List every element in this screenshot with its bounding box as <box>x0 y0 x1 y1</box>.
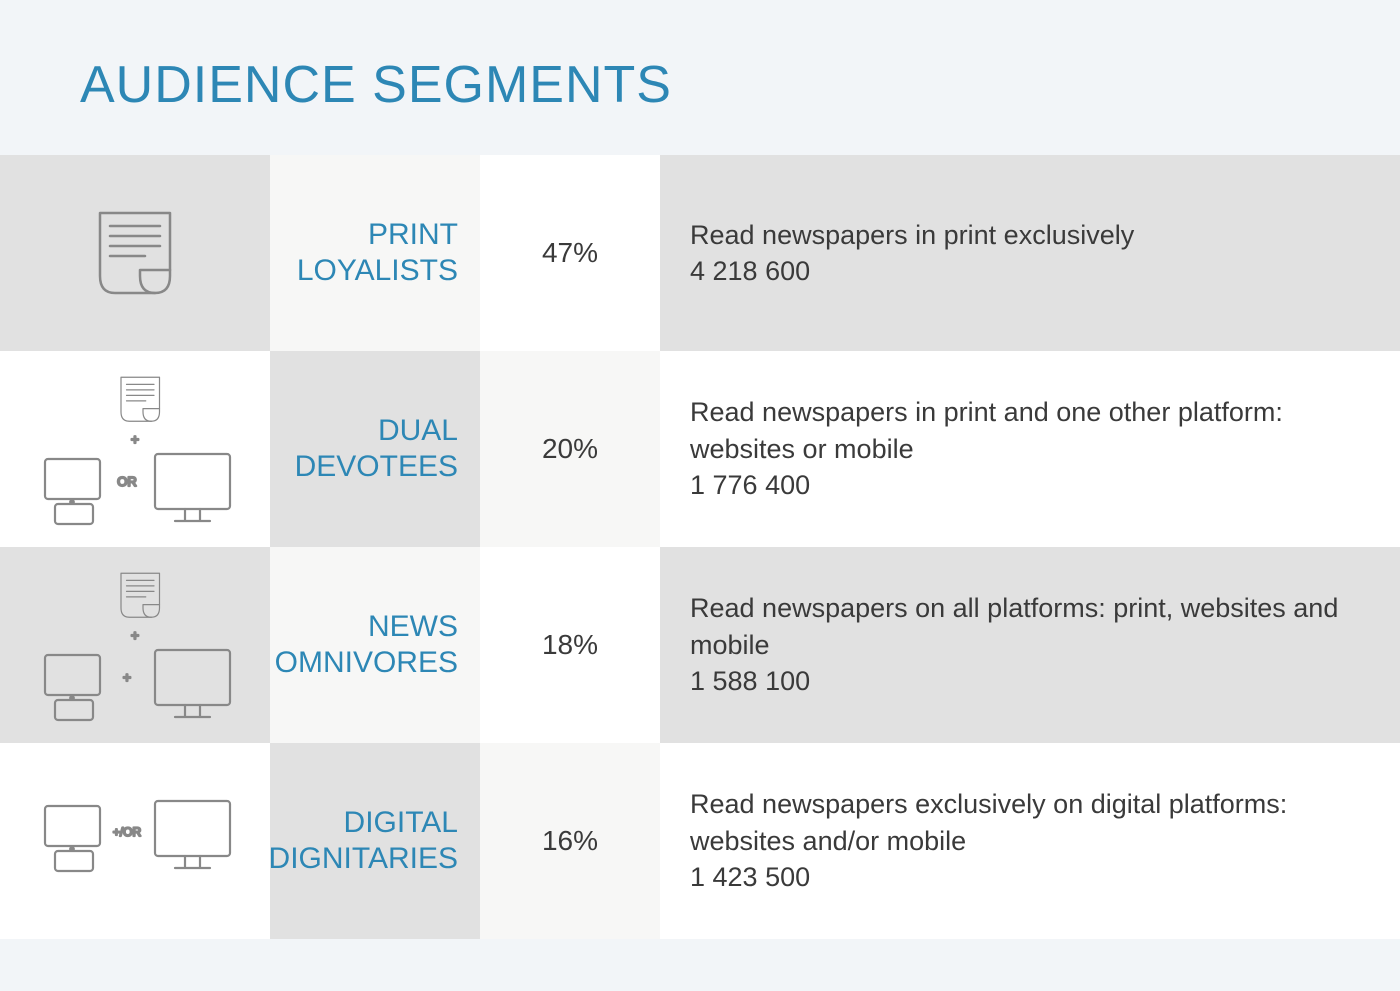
svg-text:+: + <box>123 669 131 685</box>
segment-label-cell: PRINT LOYALISTS <box>270 155 480 351</box>
segment-icon-cell: + + <box>0 547 270 743</box>
newspaper-icon <box>80 198 190 308</box>
segment-desc-cell: Read newspapers in print and one other p… <box>660 351 1400 547</box>
segment-label-cell: DIGITAL DIGNITARIES <box>270 743 480 939</box>
segment-desc-cell: Read newspapers exclusively on digital p… <box>660 743 1400 939</box>
segment-desc-cell: Read newspapers on all platforms: print,… <box>660 547 1400 743</box>
segment-percent-cell: 16% <box>480 743 660 939</box>
svg-text:+/OR: +/OR <box>113 825 142 839</box>
segment-icon-cell: + OR <box>0 351 270 547</box>
segment-label-cell: DUAL DEVOTEES <box>270 351 480 547</box>
segment-description: Read newspapers in print and one other p… <box>690 394 1370 467</box>
devices-icon: +/OR <box>25 781 245 901</box>
segment-label: DIGITAL DIGNITARIES <box>269 805 458 877</box>
page-title: AUDIENCE SEGMENTS <box>0 0 1400 155</box>
segment-percent: 20% <box>542 433 598 465</box>
segment-description: Read newspapers on all platforms: print,… <box>690 590 1370 663</box>
segments-table: PRINT LOYALISTS 47% Read newspapers in p… <box>0 155 1400 939</box>
segment-percent: 18% <box>542 629 598 661</box>
segment-label: DUAL DEVOTEES <box>295 413 458 485</box>
segment-icon-cell <box>0 155 270 351</box>
segment-row: PRINT LOYALISTS 47% Read newspapers in p… <box>0 155 1400 351</box>
segment-row: + OR DUAL DEVOTEES 20% Read <box>0 351 1400 547</box>
segment-row: + + NEWS OMNIVORES 18% Read <box>0 547 1400 743</box>
segment-percent-cell: 47% <box>480 155 660 351</box>
segment-percent: 47% <box>542 237 598 269</box>
svg-text:+: + <box>131 627 139 643</box>
segment-percent-cell: 18% <box>480 547 660 743</box>
segment-label: NEWS OMNIVORES <box>275 609 458 681</box>
segment-count: 4 218 600 <box>690 253 1370 289</box>
svg-text:OR: OR <box>117 474 137 489</box>
segment-row: +/OR DIGITAL DIGNITARIES 16% Read newspa… <box>0 743 1400 939</box>
segment-count: 1 776 400 <box>690 467 1370 503</box>
newspaper-devices-or-icon: + OR <box>25 364 245 534</box>
segment-label-cell: NEWS OMNIVORES <box>270 547 480 743</box>
segment-description: Read newspapers in print exclusively <box>690 217 1370 253</box>
segment-count: 1 588 100 <box>690 663 1370 699</box>
segment-label: PRINT LOYALISTS <box>297 217 458 289</box>
segment-percent-cell: 20% <box>480 351 660 547</box>
segment-description: Read newspapers exclusively on digital p… <box>690 786 1370 859</box>
segment-percent: 16% <box>542 825 598 857</box>
segment-count: 1 423 500 <box>690 859 1370 895</box>
segment-desc-cell: Read newspapers in print exclusively 4 2… <box>660 155 1400 351</box>
segment-icon-cell: +/OR <box>0 743 270 939</box>
svg-text:+: + <box>131 431 139 447</box>
newspaper-devices-plus-icon: + + <box>25 560 245 730</box>
